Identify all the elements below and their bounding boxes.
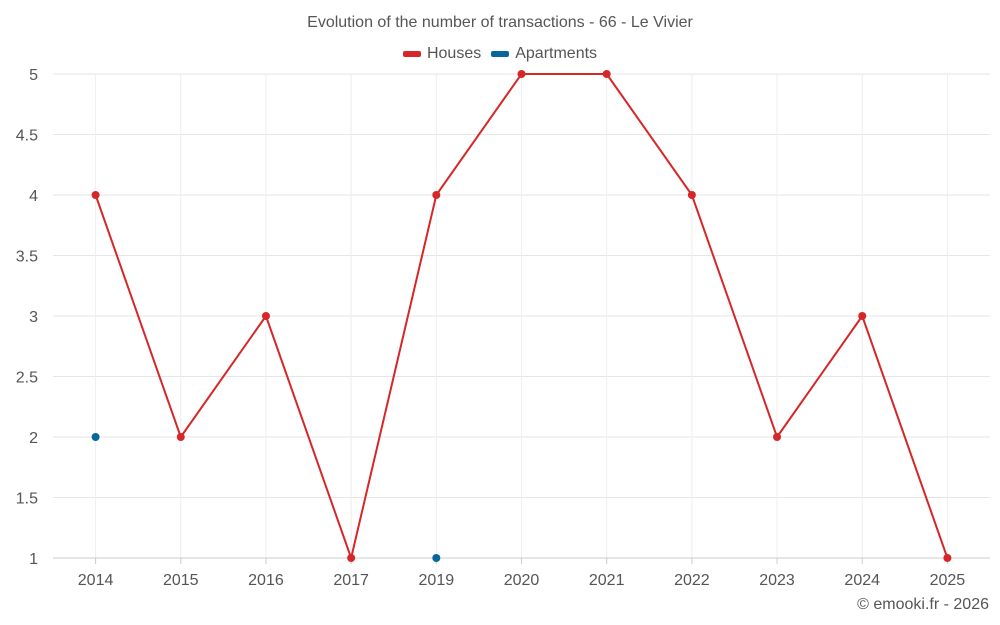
x-tick-label: 2016 — [248, 572, 284, 589]
series-points — [91, 70, 952, 562]
data-point-houses — [602, 70, 611, 78]
x-tick-label: 2025 — [930, 572, 966, 589]
legend-label-houses: Houses — [426, 45, 482, 62]
data-point-houses — [261, 312, 270, 320]
y-tick-label: 2 — [29, 430, 38, 447]
y-tick-label: 1.5 — [16, 491, 38, 508]
y-tick-label: 4 — [29, 188, 38, 205]
data-point-houses — [773, 433, 782, 441]
x-tick-label: 2019 — [419, 572, 455, 589]
data-point-houses — [687, 191, 696, 199]
chart-legend: Houses Apartments — [0, 45, 1000, 63]
x-tick-label: 2024 — [844, 572, 880, 589]
credit-text: © emooki.fr - 2026 — [857, 596, 989, 613]
data-point-houses — [517, 70, 526, 78]
x-tick-label: 2023 — [759, 572, 795, 589]
data-point-apartments — [432, 554, 441, 562]
x-tick-label: 2022 — [674, 572, 710, 589]
y-tick-label: 1 — [29, 551, 38, 568]
legend-label-apartments: Apartments — [515, 45, 598, 62]
legend-swatch-houses — [402, 51, 421, 57]
x-axis: 2014 2015 2016 2017 2019 2020 2021 2022 2023 2024… — [53, 557, 990, 589]
y-tick-label: 3.5 — [16, 249, 38, 266]
x-tick-label: 2020 — [504, 572, 540, 589]
data-point-houses — [91, 191, 100, 199]
data-point-houses — [943, 554, 952, 562]
y-tick-label: 5 — [29, 67, 38, 84]
data-point-houses — [347, 554, 356, 562]
x-tick-label: 2015 — [163, 572, 199, 589]
data-point-houses — [176, 433, 185, 441]
y-axis: 1 1.5 2 2.5 3 3.5 4 4.5 5 — [16, 67, 38, 568]
x-tick-label: 2017 — [333, 572, 369, 589]
y-tick-label: 4.5 — [16, 128, 38, 145]
x-tick-label: 2014 — [78, 572, 114, 589]
legend-swatch-apartments — [491, 51, 510, 57]
chart-title: Evolution of the number of transactions … — [307, 14, 693, 31]
legend-item-apartments[interactable]: Apartments — [491, 45, 597, 63]
data-point-houses — [858, 312, 867, 320]
y-tick-label: 2.5 — [16, 370, 38, 387]
chart-grid — [53, 73, 990, 559]
data-point-apartments — [91, 433, 100, 441]
y-tick-label: 3 — [29, 309, 38, 326]
x-tick-label: 2021 — [589, 572, 625, 589]
data-point-houses — [432, 191, 441, 199]
legend-item-houses[interactable]: Houses — [402, 45, 482, 63]
